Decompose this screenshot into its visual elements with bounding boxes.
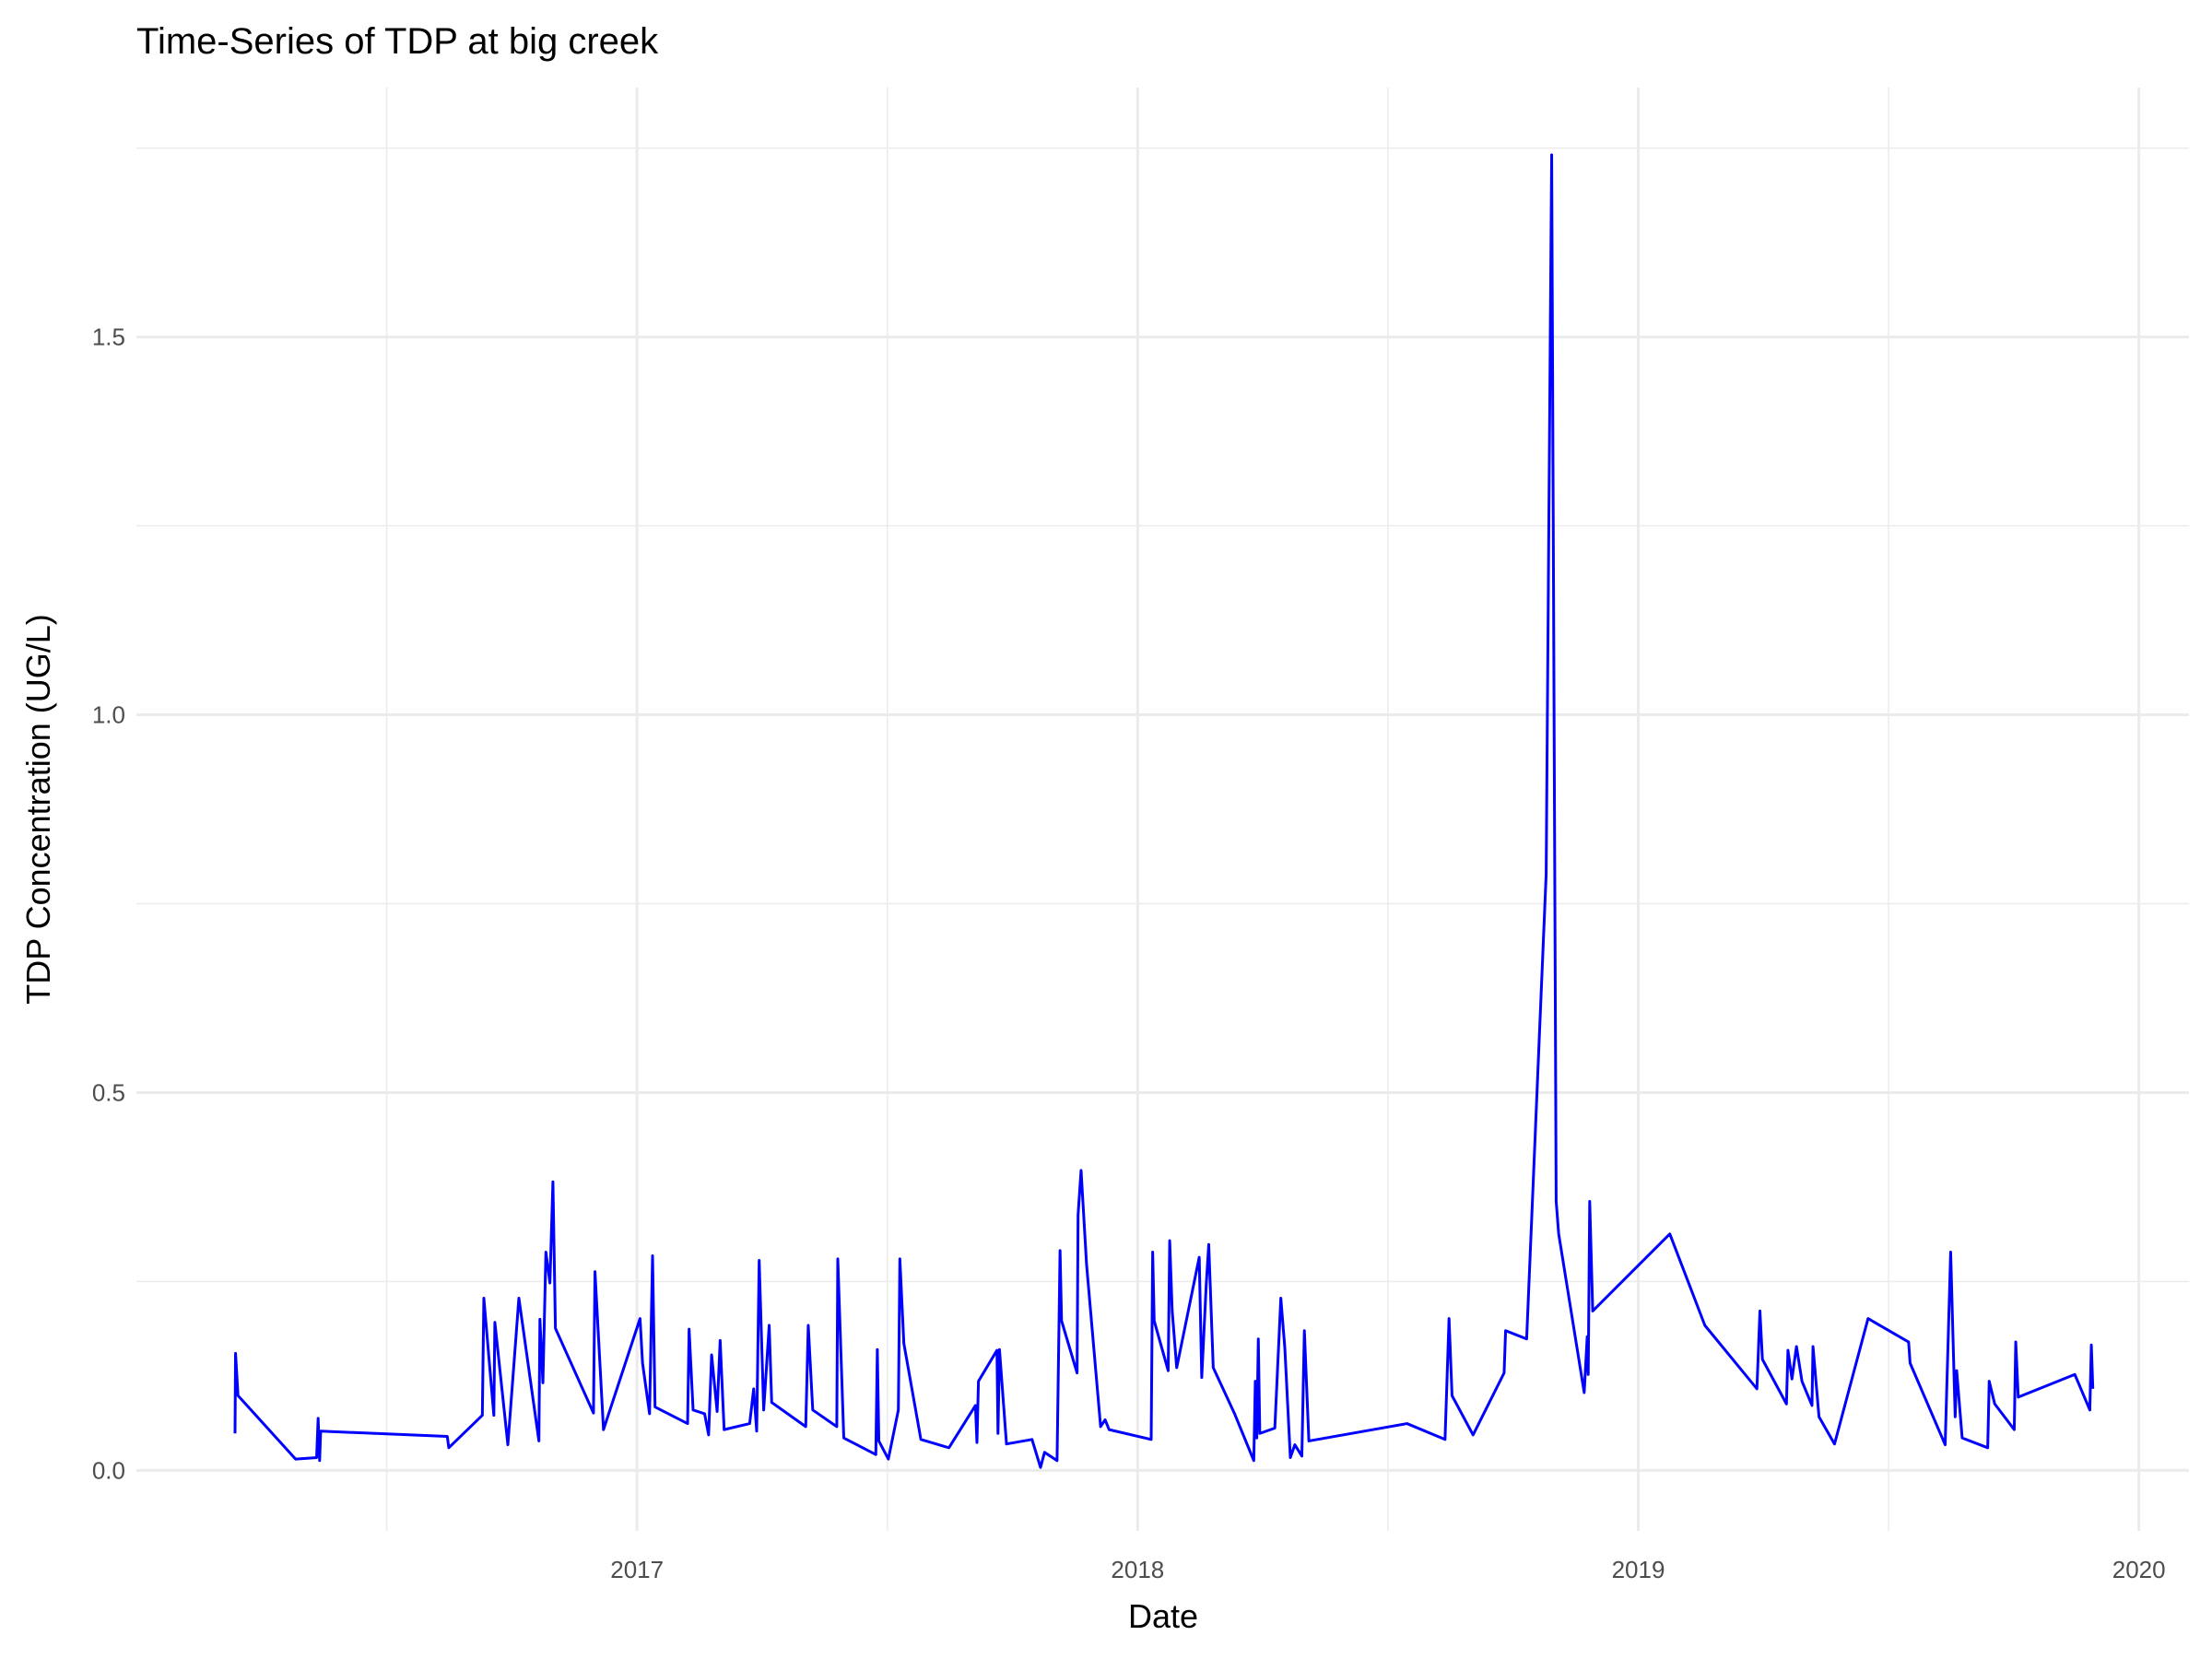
x-axis-title: Date bbox=[1128, 1597, 1198, 1635]
y-tick-label: 1.5 bbox=[92, 324, 125, 351]
chart-title: Time-Series of TDP at big creek bbox=[136, 21, 659, 62]
x-tick-label: 2020 bbox=[2112, 1556, 2166, 1583]
x-tick-label: 2017 bbox=[610, 1556, 664, 1583]
y-tick-label: 1.0 bbox=[92, 701, 125, 729]
y-axis-title: TDP Concentration (UG/L) bbox=[19, 614, 57, 1005]
x-tick-label: 2019 bbox=[1612, 1556, 1665, 1583]
y-tick-label: 0.0 bbox=[92, 1456, 125, 1484]
y-tick-label: 0.5 bbox=[92, 1078, 125, 1106]
data-line bbox=[233, 153, 2095, 1469]
grid bbox=[136, 88, 2189, 1531]
x-tick-label: 2018 bbox=[1111, 1556, 1164, 1583]
